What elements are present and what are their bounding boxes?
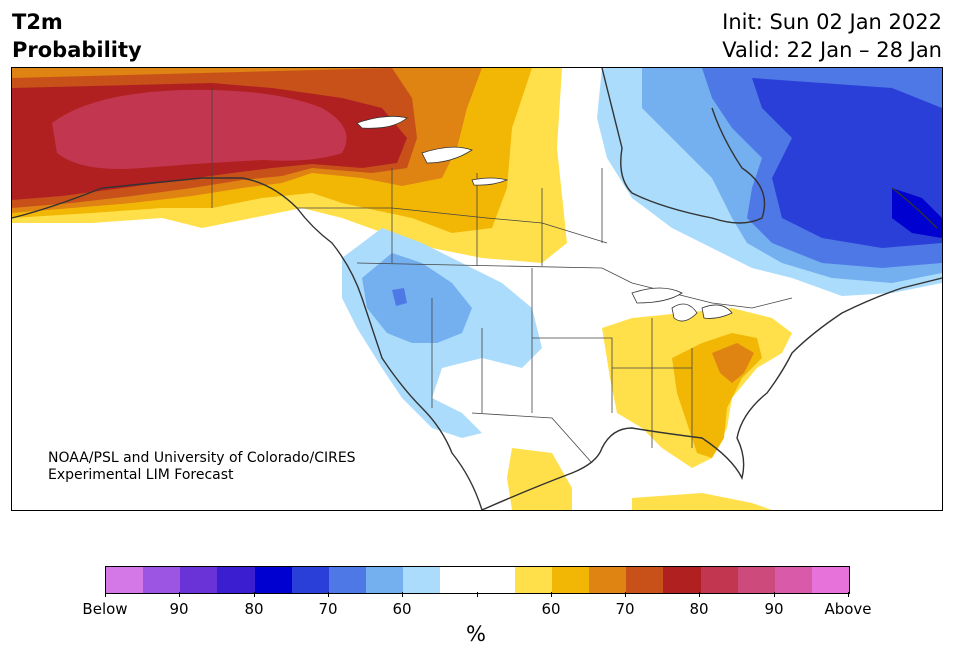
- valid-range: Valid: 22 Jan – 28 Jan: [722, 38, 942, 62]
- colorbar-tick: [105, 592, 106, 597]
- colorbar-tick: [402, 592, 403, 597]
- colorbar-cell: [366, 567, 404, 593]
- colorbar-tick-label: 90: [169, 600, 189, 618]
- colorbar-tick: [179, 592, 180, 597]
- colorbar-tick: [848, 592, 849, 597]
- warm-region-50-mx: [507, 448, 572, 510]
- colorbar-tick: [774, 592, 775, 597]
- colorbar-tick-label: 70: [615, 600, 635, 618]
- colorbar-tick-label: 70: [318, 600, 338, 618]
- colorbar-cell: [180, 567, 218, 593]
- colorbar-cell: [737, 567, 775, 593]
- great-lakes: [356, 115, 733, 322]
- colorbar-cell: [403, 567, 441, 593]
- colorbar-tick-label: 90: [764, 600, 784, 618]
- title-block: T2m Probability: [12, 8, 142, 64]
- colorbar-cell: [106, 567, 144, 593]
- colorbar-unit: %: [466, 622, 486, 646]
- colorbar-tick: [328, 592, 329, 597]
- variable-title: T2m: [12, 10, 63, 34]
- cold-region-85-east: [892, 188, 942, 238]
- colorbar-cell: [774, 567, 812, 593]
- coastlines: [12, 68, 942, 510]
- colorbar-cell: [551, 567, 590, 593]
- colorbar-cell: [254, 567, 292, 593]
- warm-region-70-se: [712, 343, 754, 383]
- colorbar-cell: [217, 567, 255, 593]
- colorbar-cell: [811, 567, 850, 593]
- colorbar-cell: [514, 567, 552, 593]
- credit-text: NOAA/PSL and University of Colorado/CIRE…: [48, 450, 356, 484]
- colorbar-tick-label: 80: [244, 600, 264, 618]
- probability-map: [11, 67, 943, 511]
- colorbar-cell: [663, 567, 701, 593]
- colorbar-tick-label: Below: [82, 600, 128, 618]
- colorbar-tick-label: Above: [824, 600, 872, 618]
- colorbar-cell: [700, 567, 738, 593]
- map-canvas: [12, 68, 942, 510]
- colorbar-tick: [699, 592, 700, 597]
- credit-line-2: Experimental LIM Forecast: [48, 467, 234, 483]
- warm-region-50-carib: [632, 493, 772, 510]
- political-borders: [211, 88, 793, 464]
- warm-region-85: [52, 89, 347, 169]
- colorbar-cell: [589, 567, 627, 593]
- colorbar-tick-label: 80: [689, 600, 709, 618]
- colorbar-cell: [477, 567, 515, 593]
- credit-line-1: NOAA/PSL and University of Colorado/CIRE…: [48, 450, 356, 466]
- colorbar-cell: [626, 567, 664, 593]
- init-date: Init: Sun 02 Jan 2022: [722, 10, 942, 34]
- colorbar-cell: [291, 567, 329, 593]
- date-block: Init: Sun 02 Jan 2022 Valid: 22 Jan – 28…: [722, 8, 942, 64]
- colorbar-cell: [143, 567, 181, 593]
- colorbar-cell: [328, 567, 367, 593]
- probability-colorbar: [105, 566, 850, 594]
- cold-region-60-west: [362, 253, 472, 343]
- colorbar-cell: [440, 567, 478, 593]
- colorbar-tick-label: 60: [541, 600, 561, 618]
- colorbar-tick: [625, 592, 626, 597]
- colorbar-tick-label: 60: [392, 600, 412, 618]
- colorbar-tick: [551, 592, 552, 597]
- cold-region-70-west: [392, 288, 407, 306]
- product-title: Probability: [12, 38, 142, 62]
- colorbar-tick: [254, 592, 255, 597]
- colorbar-tick: [477, 592, 478, 597]
